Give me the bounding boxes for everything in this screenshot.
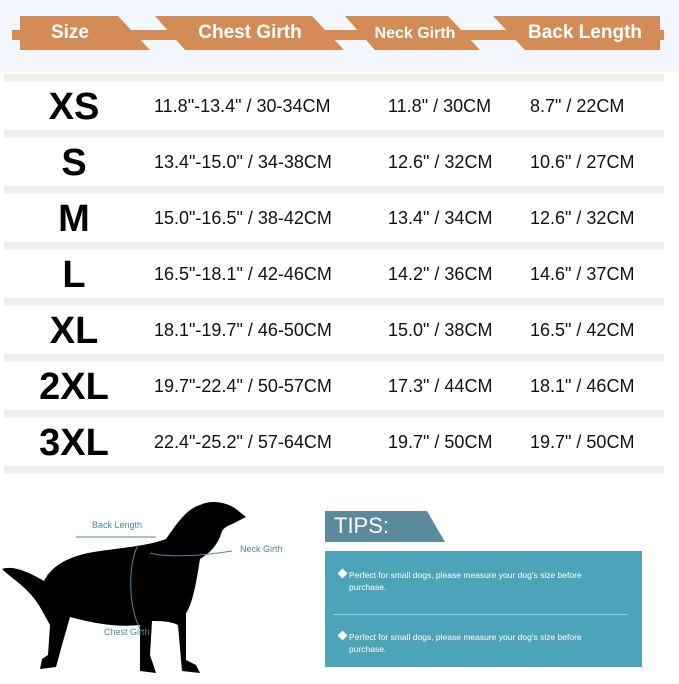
neck-cell: 14.2" / 36CM xyxy=(388,264,493,284)
diamond-icon xyxy=(337,630,348,641)
neck-cell: 11.8" / 30CM xyxy=(388,96,492,116)
neck-cell: 12.6" / 32CM xyxy=(388,152,493,172)
size-cell: 3XL xyxy=(39,422,109,464)
chest-cell: 19.7"-22.4" / 50-57CM xyxy=(154,376,332,396)
size-cell: M xyxy=(58,198,90,240)
neck-girth-label: Neck Girth xyxy=(240,544,283,554)
row-separator xyxy=(4,242,664,250)
dog-measurement-diagram xyxy=(2,502,246,673)
header-ribbon xyxy=(12,16,664,50)
header-size: Size xyxy=(50,22,90,43)
tips-title: TIPS: xyxy=(334,513,390,538)
size-cell: L xyxy=(62,254,86,296)
row-separator xyxy=(4,298,664,306)
header-back-length: Back Length xyxy=(527,22,643,43)
diamond-icon xyxy=(337,568,348,579)
neck-cell: 19.7" / 50CM xyxy=(388,432,493,452)
table-row: M 15.0"-16.5" / 38-42CM 13.4" / 34CM 12.… xyxy=(4,194,664,242)
back-cell: 10.6" / 27CM xyxy=(530,152,635,172)
table-row: XS 11.8"-13.4" / 30-34CM 11.8" / 30CM 8.… xyxy=(4,82,664,130)
chest-cell: 16.5"-18.1" / 42-46CM xyxy=(154,264,332,284)
tips-box: Perfect for small dogs, please measure y… xyxy=(325,551,642,667)
row-separator xyxy=(4,130,664,138)
tips-header-shape xyxy=(325,511,445,542)
chest-cell: 11.8"-13.4" / 30-34CM xyxy=(154,96,331,116)
back-cell: 16.5" / 42CM xyxy=(530,320,635,340)
size-cell: S xyxy=(61,142,87,184)
row-separator xyxy=(4,354,664,362)
table-row: 2XL 19.7"-22.4" / 50-57CM 17.3" / 44CM 1… xyxy=(4,362,664,410)
header-chest-girth: Chest Girth xyxy=(198,22,302,43)
table-header: Size Chest Girth Neck Girth Back Length xyxy=(0,0,679,72)
chest-cell: 13.4"-15.0" / 34-38CM xyxy=(154,152,332,172)
size-cell: 2XL xyxy=(39,366,109,408)
tip-item: Perfect for small dogs, please measure y… xyxy=(337,630,619,655)
back-cell: 18.1" / 46CM xyxy=(530,376,635,396)
table-row: L 16.5"-18.1" / 42-46CM 14.2" / 36CM 14.… xyxy=(4,250,664,298)
neck-cell: 13.4" / 34CM xyxy=(388,208,493,228)
table-row: 3XL 22.4"-25.2" / 57-64CM 19.7" / 50CM 1… xyxy=(4,418,664,466)
row-separator xyxy=(4,466,664,474)
row-separator xyxy=(4,410,664,418)
back-cell: 14.6" / 37CM xyxy=(530,264,635,284)
chest-cell: 15.0"-16.5" / 38-42CM xyxy=(154,208,332,228)
divider xyxy=(333,614,628,615)
neck-cell: 17.3" / 44CM xyxy=(388,376,493,396)
size-cell: XL xyxy=(49,310,99,352)
tip-item: Perfect for small dogs, please measure y… xyxy=(337,568,619,593)
dog-silhouette xyxy=(2,502,246,673)
back-cell: 8.7" / 22CM xyxy=(530,96,625,116)
neck-cell: 15.0" / 38CM xyxy=(388,320,493,340)
table-row: S 13.4"-15.0" / 34-38CM 12.6" / 32CM 10.… xyxy=(4,138,664,186)
chest-girth-label: Chest Girth xyxy=(104,627,150,637)
row-separator xyxy=(4,186,664,194)
chest-cell: 18.1"-19.7" / 46-50CM xyxy=(154,320,332,340)
row-separator xyxy=(4,74,664,82)
header-neck-girth: Neck Girth xyxy=(374,25,456,42)
back-length-label: Back Length xyxy=(92,520,143,530)
back-cell: 19.7" / 50CM xyxy=(530,432,635,452)
chest-cell: 22.4"-25.2" / 57-64CM xyxy=(154,432,332,452)
back-cell: 12.6" / 32CM xyxy=(530,208,635,228)
table-row: XL 18.1"-19.7" / 46-50CM 15.0" / 38CM 16… xyxy=(4,306,664,354)
size-cell: XS xyxy=(48,86,100,128)
